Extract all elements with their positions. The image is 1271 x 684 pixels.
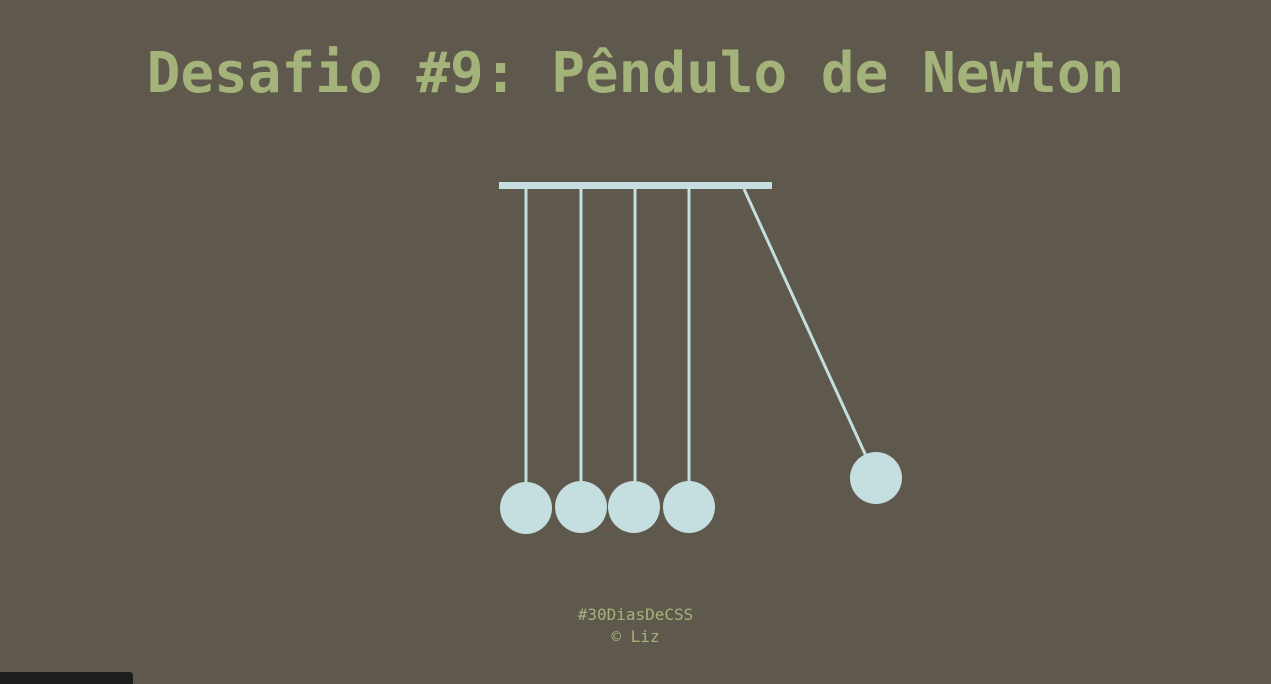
page-title: Desafio #9: Pêndulo de Newton	[146, 41, 1125, 106]
pendulum-ball-4	[663, 481, 715, 533]
pendulum-ball-2	[555, 481, 607, 533]
pendulum-ball-5	[850, 452, 902, 504]
pendulum-ball-1	[500, 482, 552, 534]
footer: #30DiasDeCSS © Liz	[0, 604, 1271, 648]
copyright-text: © Liz	[611, 627, 660, 646]
pendulum-ball-3	[608, 481, 660, 533]
cradle-top-bar	[499, 182, 772, 189]
corner-overlay-bar	[0, 672, 133, 684]
hashtag-text: #30DiasDeCSS	[577, 605, 694, 624]
pendulum-string-5	[742, 188, 868, 457]
